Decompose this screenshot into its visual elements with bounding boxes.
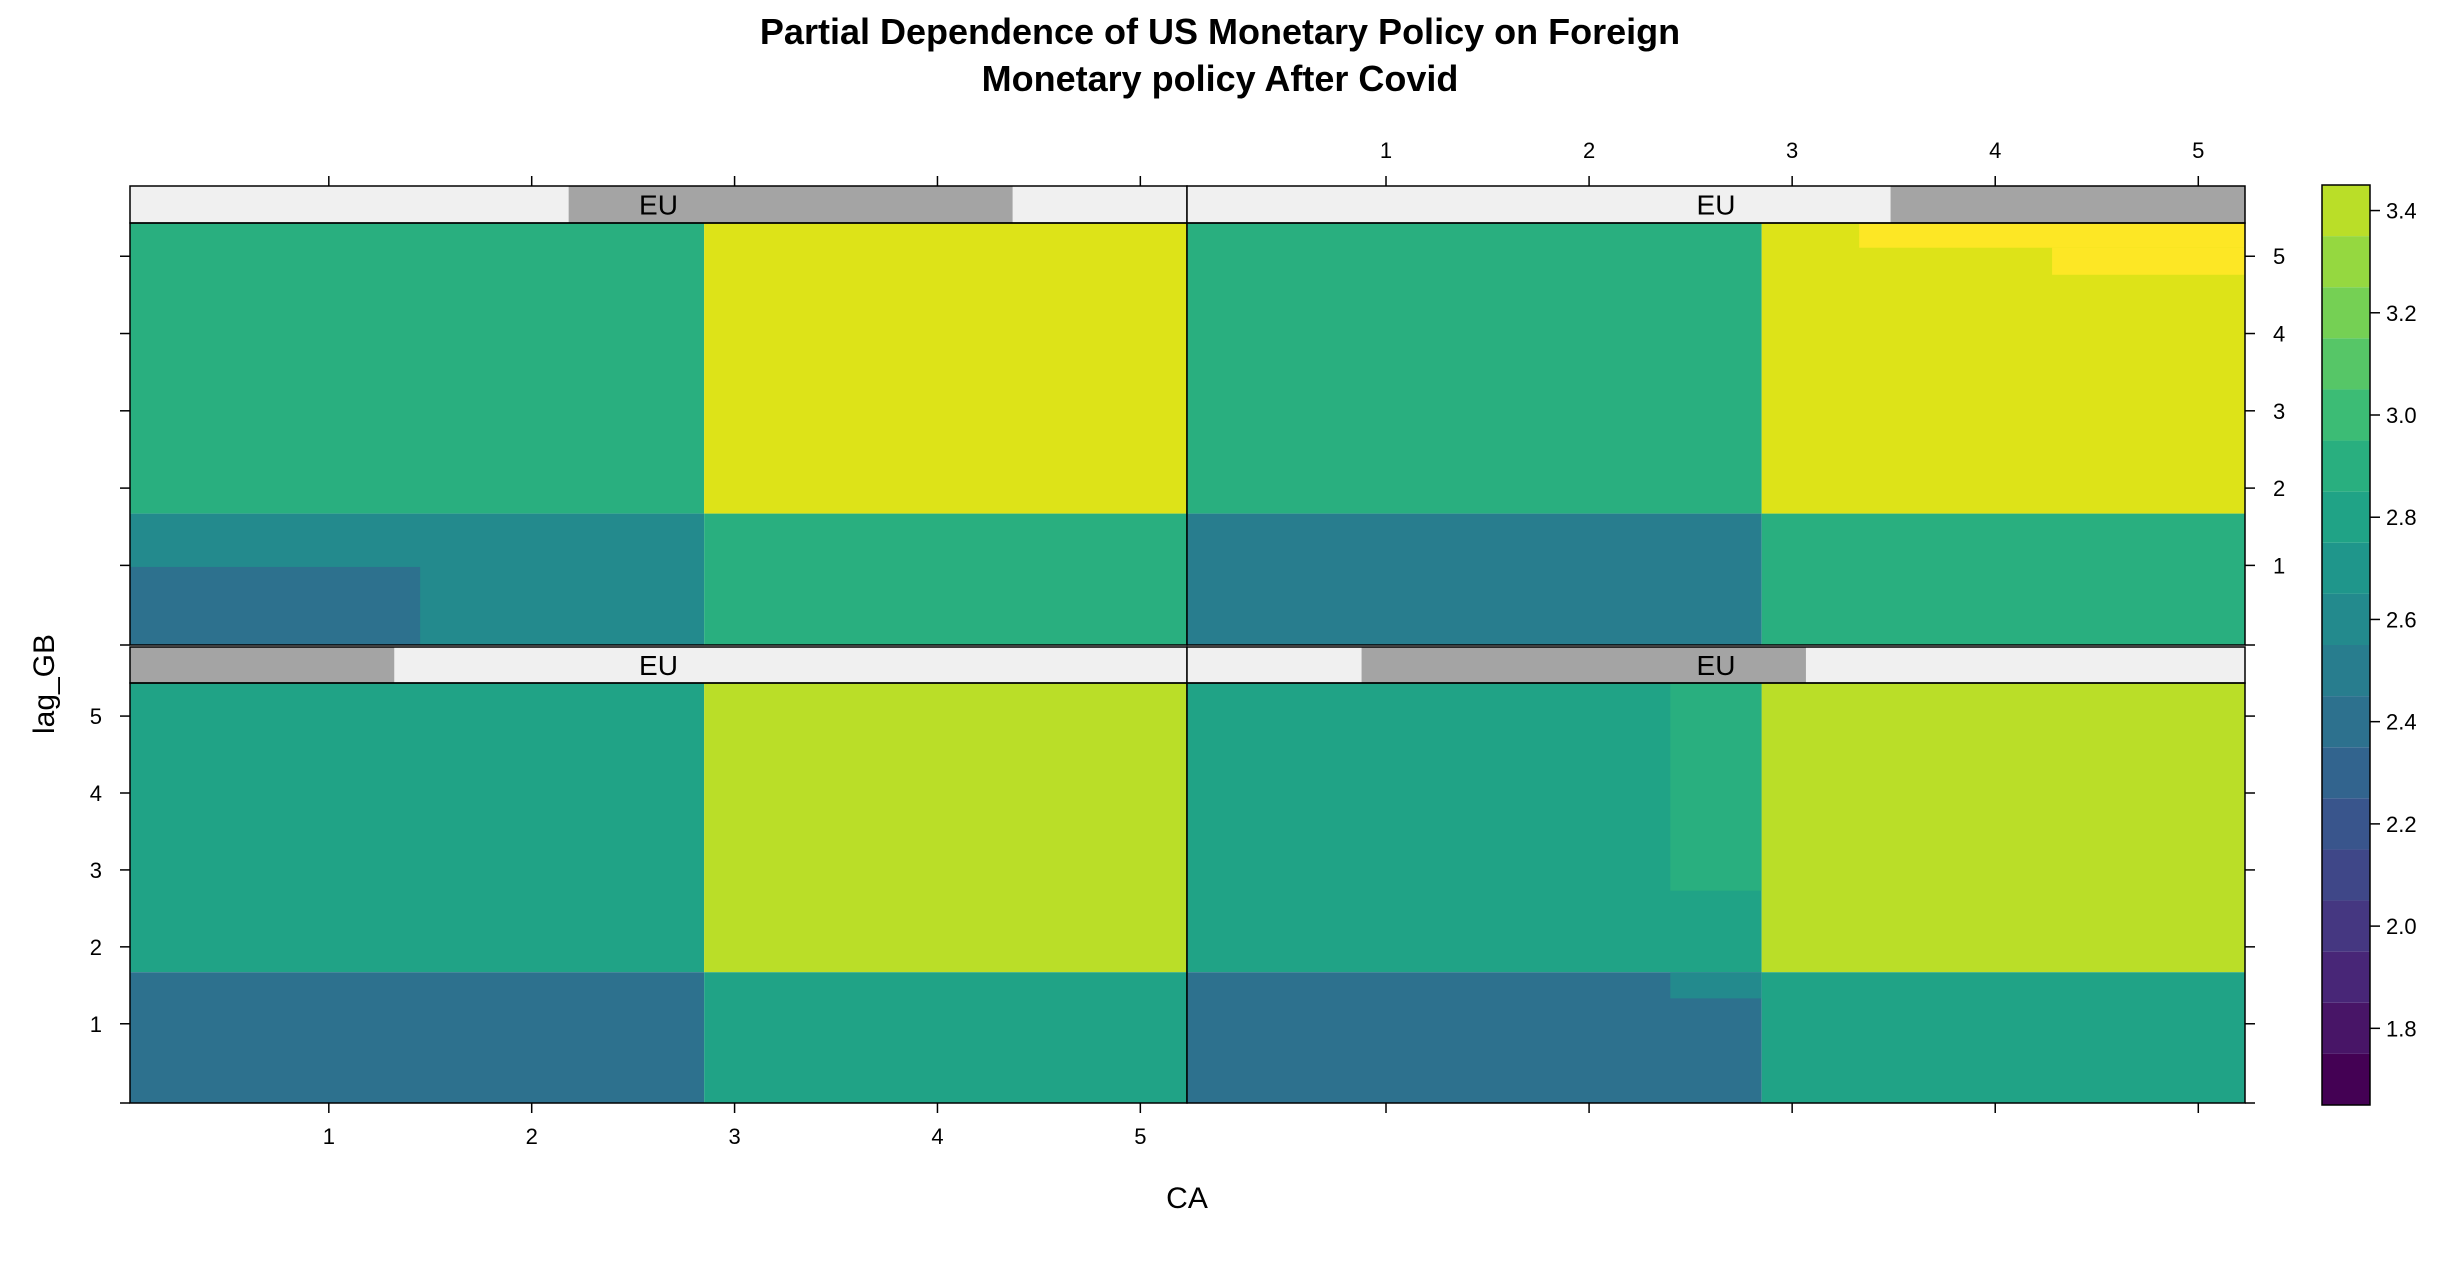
legend-swatch — [2322, 389, 2370, 441]
x-tick-label: 4 — [931, 1124, 943, 1149]
legend-tick-label: 3.0 — [2386, 403, 2417, 428]
x-axis-label: CA — [1166, 1182, 1208, 1215]
heatmap-cell — [1187, 683, 1762, 973]
strip-level-indicator — [130, 647, 395, 683]
y-tick-label-right: 5 — [2273, 244, 2285, 269]
y-tick-label-right: 3 — [2273, 399, 2285, 424]
legend-swatch — [2322, 849, 2370, 901]
panel-border — [1186, 222, 2246, 646]
y-tick-label: 1 — [90, 1012, 102, 1037]
heatmap-cell — [704, 223, 1187, 514]
legend-swatch — [2322, 1053, 2370, 1105]
heatmap-cell — [1670, 972, 1762, 999]
legend-swatch — [2322, 951, 2370, 1003]
strip-label: EU — [1697, 190, 1736, 221]
strip-level-indicator — [568, 186, 1013, 223]
heatmap-cell — [704, 513, 1187, 645]
heatmap-cell — [1187, 972, 1762, 1103]
legend-border — [2321, 184, 2371, 1106]
chart-title-line: Partial Dependence of US Monetary Policy… — [760, 11, 1680, 52]
legend-swatch — [2322, 593, 2370, 645]
strip-label: EU — [1697, 650, 1736, 681]
legend-swatch — [2322, 338, 2370, 390]
legend-tick-label: 3.2 — [2386, 301, 2417, 326]
legend-tick-label: 1.8 — [2386, 1016, 2417, 1041]
heatmap-cell — [130, 972, 705, 1103]
color-legend: 1.8 2.0 2.2 2.4 2.6 2.8 3.0 3.2 3.4 — [2321, 184, 2417, 1106]
heatmap-cell — [1761, 513, 2245, 645]
y-tick-label: 2 — [90, 935, 102, 960]
heatmap-cell — [1761, 972, 2245, 1103]
legend-swatch — [2322, 440, 2370, 492]
legend-swatch — [2322, 236, 2370, 288]
legend-tick-label: 2.8 — [2386, 505, 2417, 530]
legend-tick-label: 2.2 — [2386, 812, 2417, 837]
heatmap-cell — [1859, 223, 2245, 248]
x-tick-label: 5 — [1134, 1124, 1146, 1149]
panel: EU — [129, 646, 1188, 1104]
axes-group: 1 1 2 2 3 3 4 4 5 5 1 1 2 2 3 3 4 4 5 5 — [90, 138, 2286, 1149]
y-tick-label-right: 4 — [2273, 322, 2285, 347]
heatmap-cell — [2052, 247, 2245, 275]
x-tick-label: 3 — [728, 1124, 740, 1149]
y-axis-label: lag_GB — [28, 634, 61, 734]
heatmap-cell — [130, 566, 421, 645]
panel: EU — [129, 185, 1188, 646]
strip-level-indicator — [1890, 186, 2245, 223]
y-tick-label-right: 1 — [2273, 553, 2285, 578]
panel: EU — [1186, 185, 2246, 646]
legend-swatch — [2322, 542, 2370, 594]
legend-tick-label: 2.0 — [2386, 914, 2417, 939]
legend-swatch — [2322, 491, 2370, 543]
heatmap-cell — [1187, 513, 1762, 645]
strip-label: EU — [639, 650, 678, 681]
y-tick-label: 4 — [90, 781, 102, 806]
y-tick-label: 3 — [90, 858, 102, 883]
y-tick-label-right: 2 — [2273, 476, 2285, 501]
y-tick-label: 5 — [90, 704, 102, 729]
panel-border — [1186, 682, 2246, 1104]
x-tick-label-top: 5 — [2192, 138, 2204, 163]
x-tick-label-top: 3 — [1786, 138, 1798, 163]
chart-title-line: Monetary policy After Covid — [982, 58, 1459, 99]
legend-swatch — [2322, 645, 2370, 697]
legend-tick-label: 2.6 — [2386, 607, 2417, 632]
heatmap-cell — [1761, 683, 2245, 973]
panels-group: EU EU EU EU — [129, 185, 2246, 1104]
heatmap-cell — [130, 223, 705, 514]
legend-swatch — [2322, 185, 2370, 237]
heatmap-cell — [130, 683, 705, 973]
legend-tick-label: 3.4 — [2386, 199, 2417, 224]
x-tick-label: 1 — [323, 1124, 335, 1149]
legend-swatch — [2322, 1002, 2370, 1054]
legend-swatch — [2322, 287, 2370, 339]
legend-swatch — [2322, 900, 2370, 952]
panel: EU — [1186, 646, 2246, 1104]
legend-swatch — [2322, 798, 2370, 850]
x-tick-label: 2 — [526, 1124, 538, 1149]
legend-swatch — [2322, 747, 2370, 799]
legend-tick-label: 2.4 — [2386, 710, 2417, 735]
heatmap-cell — [1187, 223, 1762, 514]
heatmap-cell — [1670, 683, 1762, 891]
heatmap-cell — [704, 683, 1187, 973]
strip-level-indicator — [1361, 647, 1806, 683]
x-tick-label-top: 1 — [1380, 138, 1392, 163]
strip-label: EU — [639, 190, 678, 221]
heatmap-cell — [704, 972, 1187, 1103]
legend-swatch — [2322, 696, 2370, 748]
x-tick-label-top: 2 — [1583, 138, 1595, 163]
chart-title: Partial Dependence of US Monetary Policy… — [760, 11, 1680, 99]
x-tick-label-top: 4 — [1989, 138, 2001, 163]
